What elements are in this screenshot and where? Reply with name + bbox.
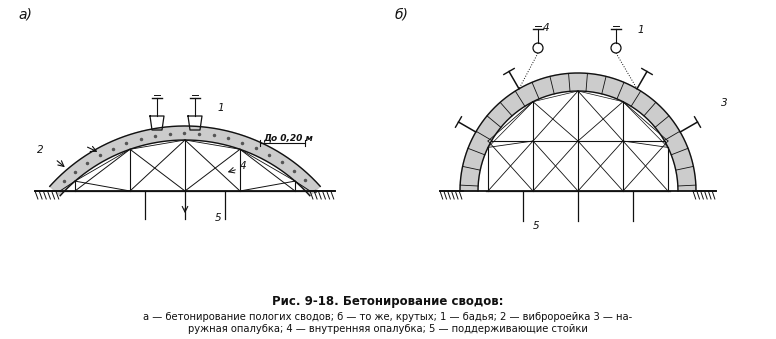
Text: ружная опалубка; 4 — внутренняя опалубка; 5 — поддерживающие стойки: ружная опалубка; 4 — внутренняя опалубка… [188, 324, 588, 334]
Text: 4: 4 [240, 161, 247, 171]
Text: Рис. 9-18. Бетонирование сводов:: Рис. 9-18. Бетонирование сводов: [272, 296, 504, 308]
Text: а — бетонирование пологих сводов; б — то же, крутых; 1 — бадья; 2 — вибророейка : а — бетонирование пологих сводов; б — то… [144, 312, 632, 322]
Text: 5: 5 [215, 213, 222, 223]
Text: б): б) [395, 8, 409, 22]
Text: До 0,20 м: До 0,20 м [263, 133, 313, 142]
Polygon shape [460, 73, 696, 191]
Text: 3: 3 [721, 98, 728, 108]
Text: 5: 5 [533, 221, 539, 231]
Polygon shape [50, 126, 320, 196]
Text: 2: 2 [37, 145, 43, 155]
Text: 1: 1 [638, 25, 645, 35]
Text: а): а) [18, 8, 32, 22]
Text: 1: 1 [217, 103, 223, 113]
Text: 4: 4 [543, 23, 549, 33]
